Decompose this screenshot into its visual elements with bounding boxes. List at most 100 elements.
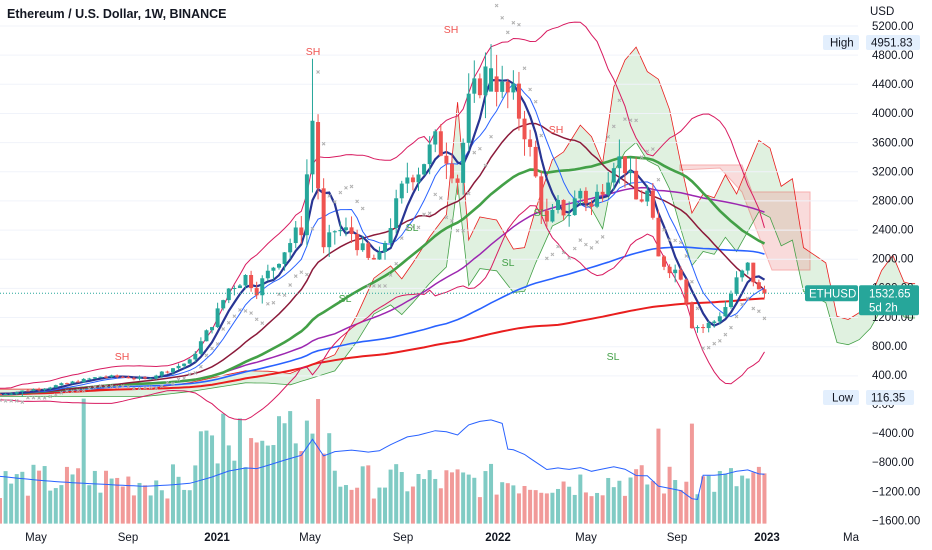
volume-bar	[645, 484, 650, 524]
psar-dot	[204, 353, 209, 358]
swing-annotations: SH SH SH SH SL SL SL SL SL	[115, 24, 620, 363]
volume-bar	[170, 464, 175, 524]
candle-body	[159, 371, 164, 376]
price-tick-label: 4800.00	[872, 50, 914, 62]
volume-bar	[53, 488, 58, 524]
psar-dot	[37, 396, 41, 400]
price-tick-label: 5200.00	[872, 21, 914, 33]
volume-bar	[466, 474, 471, 524]
ema-40-line	[0, 155, 766, 396]
price-tick-label: −800.00	[872, 457, 914, 469]
volume-bar	[628, 477, 633, 524]
psar-dot	[193, 371, 198, 375]
candle-body	[9, 393, 14, 395]
candle-body	[399, 183, 404, 199]
psar-dot	[243, 309, 248, 313]
volume-bar	[81, 398, 86, 524]
psar-dot	[104, 384, 108, 389]
candle-body	[511, 83, 516, 93]
candle-body	[170, 368, 175, 373]
candle-body	[477, 78, 482, 96]
candle-body	[611, 168, 616, 183]
volume-bar	[120, 486, 125, 524]
volume-bar	[221, 413, 226, 524]
high-label: High	[830, 38, 854, 50]
volume-bar	[332, 470, 337, 524]
volume-bar	[371, 498, 376, 524]
volume-bar	[595, 492, 600, 524]
psar-dot	[528, 87, 532, 92]
candle-body	[154, 375, 159, 379]
candle-body	[204, 330, 209, 342]
volume-bar	[712, 491, 717, 524]
volume-bar	[634, 469, 639, 524]
swing-high-label: SH	[115, 351, 130, 363]
volume-bar	[572, 494, 577, 524]
time-tick-label: Sep	[393, 532, 413, 544]
volume-bar	[265, 445, 270, 524]
psar-dot	[561, 250, 566, 255]
volume-ma-line	[0, 419, 765, 501]
volume-bar	[383, 487, 388, 524]
volume-bar	[734, 486, 739, 524]
psar-dot	[344, 185, 348, 190]
volume-bar	[740, 475, 745, 524]
candle-body	[472, 78, 477, 94]
price-tick-label: 4400.00	[872, 79, 914, 91]
candle-body	[483, 66, 488, 96]
psar-dot	[567, 256, 572, 260]
candle-body	[734, 277, 739, 294]
candle-body	[489, 68, 494, 92]
psar-dot	[550, 252, 555, 257]
candle-body	[522, 118, 527, 140]
candle-body	[466, 93, 471, 143]
candle-body	[583, 190, 588, 204]
moving-averages	[0, 21, 766, 421]
candle-body	[505, 81, 510, 93]
candle-body	[3, 393, 8, 395]
psar-dot	[572, 246, 577, 251]
price-tick-label: 400.00	[872, 370, 907, 382]
psar-dot	[316, 70, 320, 74]
candle-body	[723, 307, 728, 317]
psar-dot	[411, 225, 415, 229]
volume-bar	[678, 489, 683, 524]
candle-body	[617, 156, 622, 169]
candle-body	[299, 227, 304, 236]
psar-dot	[639, 155, 644, 159]
psar-dot	[210, 346, 214, 351]
psar-dot	[176, 377, 181, 382]
psar-dot	[662, 227, 666, 232]
price-tick-label: 2800.00	[872, 195, 914, 207]
candle-body	[762, 289, 767, 294]
psar-dot	[684, 254, 689, 258]
psar-dot	[115, 385, 120, 389]
candle-body	[126, 377, 131, 379]
volume-bar	[695, 494, 700, 524]
low-label-bg	[823, 390, 859, 405]
volume-bar	[561, 481, 566, 524]
candle-body	[59, 383, 64, 386]
psar-dot	[154, 386, 159, 390]
psar-dot	[299, 270, 304, 275]
volume-bar	[204, 430, 209, 524]
volume-bar	[751, 472, 756, 524]
psar-dot	[656, 177, 661, 182]
time-axis: May Sep 2021 May Sep 2022 May Sep 2023 Ma	[25, 532, 859, 544]
candle-body	[360, 243, 365, 251]
candle-body	[717, 316, 722, 322]
psar-dot	[305, 272, 309, 277]
candle-body	[243, 275, 248, 286]
volume-bar	[288, 411, 293, 524]
volume-bar	[611, 487, 616, 524]
psar-dot	[505, 30, 510, 35]
ema-200-line	[0, 297, 765, 396]
volume-bar	[193, 465, 198, 524]
time-tick-label: May	[575, 532, 597, 544]
candle-body	[567, 215, 572, 217]
candle-body	[237, 285, 242, 289]
volume-bar	[137, 482, 142, 524]
psar-dot	[422, 212, 426, 217]
candle-body	[494, 76, 499, 92]
